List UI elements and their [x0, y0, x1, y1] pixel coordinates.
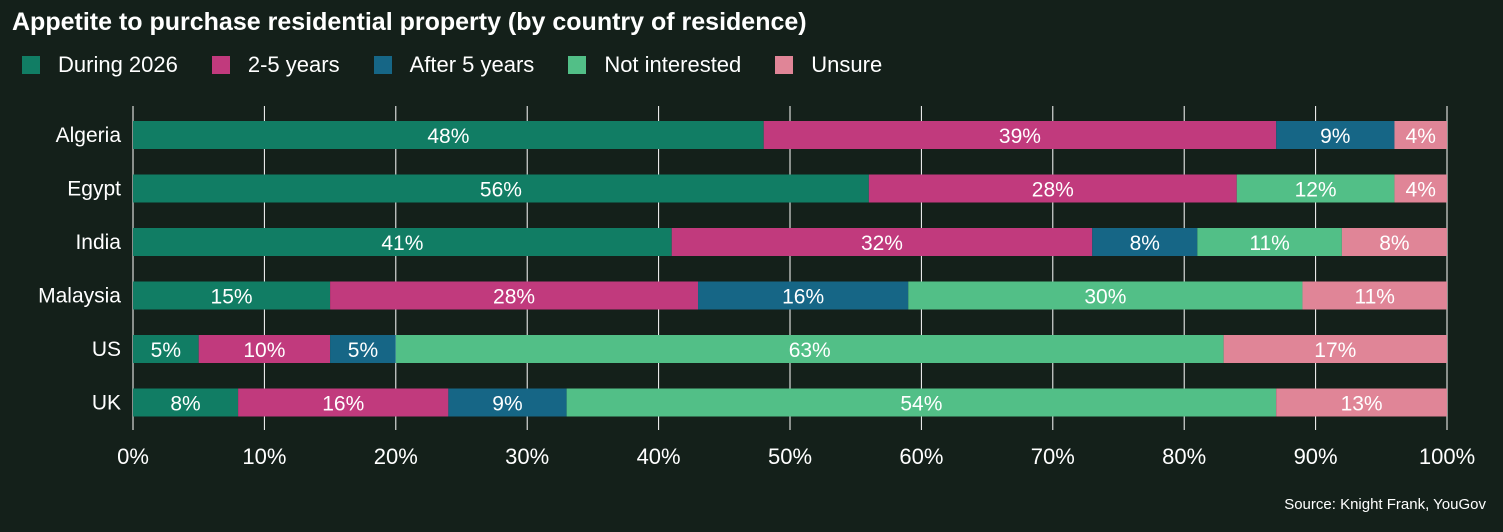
data-label: 63% [789, 339, 831, 362]
bar-segment [763, 121, 1277, 149]
data-label: 4% [1406, 179, 1436, 202]
bar-segment [1092, 228, 1198, 256]
legend-swatch [373, 56, 392, 74]
legend-label: During 2026 [58, 52, 178, 77]
legend-item: 2-5 years [211, 52, 340, 78]
legend-swatch [775, 56, 794, 74]
data-label: 28% [1032, 179, 1074, 202]
bar-segment [395, 335, 1224, 363]
legend-item: During 2026 [22, 52, 178, 78]
category-label: Algeria [56, 124, 122, 147]
x-tick-label: 60% [899, 444, 943, 469]
x-tick-label: 40% [637, 444, 681, 469]
data-label: 8% [1379, 232, 1409, 255]
legend-swatch [568, 56, 587, 74]
bar-segment [238, 388, 449, 417]
data-label: 32% [861, 232, 903, 255]
bar-segment [1302, 281, 1447, 310]
data-label: 30% [1084, 286, 1126, 309]
bar-segment [1276, 388, 1447, 417]
data-label: 5% [151, 339, 181, 362]
bar-segment [1394, 121, 1447, 149]
x-tick-label: 30% [505, 444, 549, 469]
bar-segment [868, 174, 1237, 203]
bar-segment [133, 121, 764, 149]
data-label: 17% [1314, 339, 1356, 362]
chart-title: Appetite to purchase residential propert… [12, 8, 807, 36]
legend-item: After 5 years [373, 52, 535, 78]
bar-segment [671, 228, 1093, 256]
bar-segment [133, 388, 239, 417]
x-tick-label: 50% [768, 444, 812, 469]
data-label: 56% [480, 179, 522, 202]
category-label: India [75, 231, 121, 254]
data-label: 8% [1130, 232, 1160, 255]
data-label: 8% [170, 393, 200, 416]
bar-segment [698, 281, 909, 310]
category-label: Egypt [67, 178, 121, 201]
data-label: 13% [1341, 393, 1383, 416]
bar-segment [330, 335, 396, 363]
data-label: 12% [1295, 179, 1337, 202]
bar-segment [133, 335, 199, 363]
legend-label: Not interested [604, 52, 742, 77]
data-label: 9% [492, 393, 522, 416]
category-label: US [92, 338, 121, 361]
category-label: UK [92, 392, 121, 415]
legend-swatch [22, 56, 40, 74]
data-label: 10% [243, 339, 285, 362]
legend-item: Unsure [775, 52, 882, 78]
data-label: 15% [211, 286, 253, 309]
data-label: 39% [999, 125, 1041, 148]
category-label: Malaysia [38, 285, 121, 308]
bar-segment [133, 281, 331, 310]
data-label: 28% [493, 286, 535, 309]
legend-label: 2-5 years [247, 52, 340, 77]
bar-segment [133, 174, 869, 203]
bar-segment [1341, 228, 1447, 256]
data-label: 54% [900, 393, 942, 416]
data-label: 9% [1320, 125, 1350, 148]
bar-segment [1223, 335, 1447, 363]
x-tick-label: 20% [374, 444, 418, 469]
data-label: 41% [381, 232, 423, 255]
x-tick-label: 90% [1294, 444, 1338, 469]
legend-label: Unsure [811, 52, 883, 77]
legend: During 2026 2-5 years After 5 years Not int… [22, 52, 916, 78]
bar-segment [133, 228, 672, 256]
data-label: 4% [1406, 125, 1436, 148]
data-label: 5% [348, 339, 378, 362]
data-label: 16% [322, 393, 364, 416]
bar-segment [566, 388, 1277, 417]
legend-swatch [211, 56, 230, 74]
data-label: 16% [782, 286, 824, 309]
bar-segment [1394, 174, 1447, 203]
bar-segment [1197, 228, 1342, 256]
bar-segment [1276, 121, 1395, 149]
data-label: 48% [427, 125, 469, 148]
x-tick-label: 0% [117, 444, 149, 469]
data-label: 11% [1249, 232, 1289, 255]
data-label: 11% [1354, 286, 1394, 309]
x-tick-label: 70% [1031, 444, 1075, 469]
legend-label: After 5 years [409, 52, 535, 77]
bar-segment [448, 388, 567, 417]
x-tick-label: 80% [1162, 444, 1206, 469]
x-tick-label: 10% [242, 444, 286, 469]
legend-item: Not interested [568, 52, 741, 78]
bar-segment [198, 335, 331, 363]
bar-segment [908, 281, 1303, 310]
x-tick-label: 100% [1419, 444, 1475, 469]
bar-segment [330, 281, 699, 310]
bar-segment [1236, 174, 1395, 203]
source-note: Source: Knight Frank, YouGov [1284, 496, 1486, 513]
